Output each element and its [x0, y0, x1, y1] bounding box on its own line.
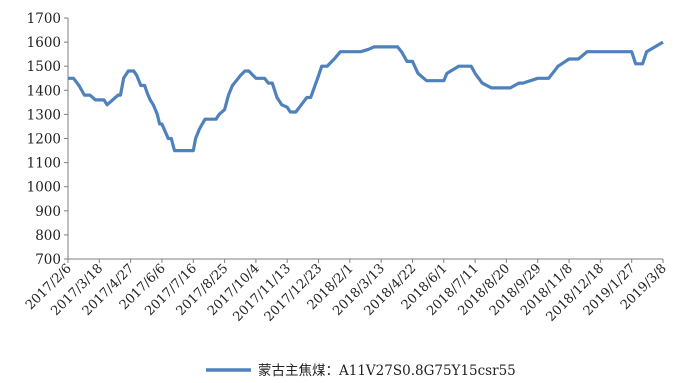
y-tick-label: 900	[35, 204, 61, 220]
y-tick-label: 800	[35, 228, 61, 244]
y-tick-label: 1000	[27, 180, 61, 196]
legend: 蒙古主焦煤：A11V27S0.8G75Y15csr55	[206, 363, 516, 379]
x-axis: 2017/2/62017/3/182017/4/272017/6/62017/7…	[23, 258, 670, 325]
y-tick-label: 700	[35, 252, 61, 268]
series-line-0	[68, 40, 664, 153]
y-tick-label: 1100	[27, 156, 61, 172]
y-tick-label: 1600	[27, 35, 61, 51]
series-group	[68, 40, 664, 153]
y-tick-label: 1200	[27, 132, 61, 148]
y-tick-label: 1300	[27, 107, 61, 123]
y-tick-label: 1400	[27, 83, 61, 99]
y-axis: 700 800 900 1000 1100 1200 1300 1400 1500 1600 170…	[27, 11, 69, 268]
y-tick-label: 1700	[27, 11, 61, 27]
y-tick-label: 1500	[27, 59, 61, 75]
legend-label: 蒙古主焦煤：A11V27S0.8G75Y15csr55	[258, 363, 516, 379]
